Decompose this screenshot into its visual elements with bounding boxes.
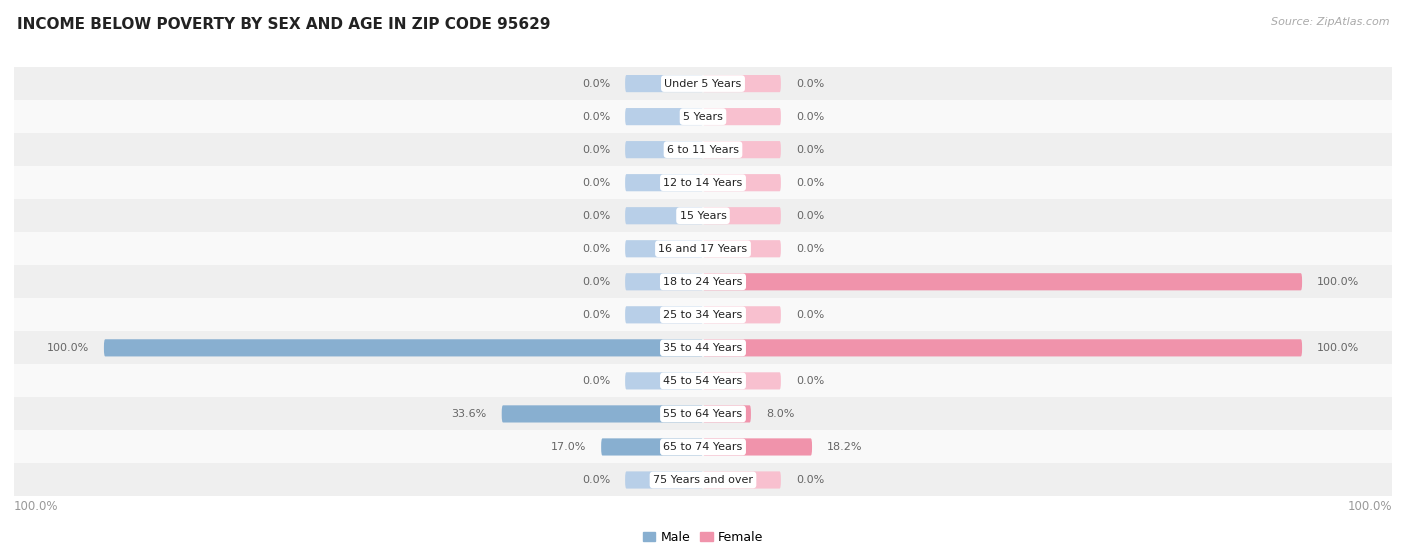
FancyBboxPatch shape (626, 108, 703, 125)
Bar (14, 397, 1392, 430)
Text: 0.0%: 0.0% (582, 376, 610, 386)
Text: INCOME BELOW POVERTY BY SEX AND AGE IN ZIP CODE 95629: INCOME BELOW POVERTY BY SEX AND AGE IN Z… (17, 17, 550, 32)
Bar (14, 100, 1392, 133)
Bar (14, 430, 1392, 463)
Text: 6 to 11 Years: 6 to 11 Years (666, 145, 740, 155)
FancyBboxPatch shape (703, 438, 813, 456)
Legend: Male, Female: Male, Female (638, 526, 768, 549)
FancyBboxPatch shape (703, 471, 780, 489)
Text: 16 and 17 Years: 16 and 17 Years (658, 244, 748, 254)
Bar (14, 331, 1392, 364)
FancyBboxPatch shape (626, 240, 703, 257)
FancyBboxPatch shape (626, 75, 703, 92)
Text: 100.0%: 100.0% (1347, 500, 1392, 514)
Text: 0.0%: 0.0% (582, 244, 610, 254)
Bar (14, 463, 1392, 496)
Text: 17.0%: 17.0% (551, 442, 586, 452)
Text: 0.0%: 0.0% (582, 178, 610, 188)
Text: 0.0%: 0.0% (582, 112, 610, 122)
Text: 55 to 64 Years: 55 to 64 Years (664, 409, 742, 419)
Text: 0.0%: 0.0% (582, 475, 610, 485)
FancyBboxPatch shape (703, 405, 751, 423)
FancyBboxPatch shape (703, 108, 780, 125)
FancyBboxPatch shape (626, 207, 703, 224)
FancyBboxPatch shape (703, 207, 780, 224)
Text: 0.0%: 0.0% (582, 310, 610, 320)
Bar (14, 232, 1392, 266)
Text: 18 to 24 Years: 18 to 24 Years (664, 277, 742, 287)
FancyBboxPatch shape (626, 471, 703, 489)
Text: 12 to 14 Years: 12 to 14 Years (664, 178, 742, 188)
Text: 8.0%: 8.0% (766, 409, 794, 419)
Text: 100.0%: 100.0% (14, 500, 59, 514)
Text: 0.0%: 0.0% (796, 112, 824, 122)
Text: 18.2%: 18.2% (827, 442, 862, 452)
Text: 0.0%: 0.0% (796, 310, 824, 320)
Bar (14, 266, 1392, 299)
Text: 0.0%: 0.0% (582, 211, 610, 221)
FancyBboxPatch shape (703, 75, 780, 92)
FancyBboxPatch shape (626, 306, 703, 324)
Text: 75 Years and over: 75 Years and over (652, 475, 754, 485)
Text: 0.0%: 0.0% (796, 145, 824, 155)
Text: 33.6%: 33.6% (451, 409, 486, 419)
FancyBboxPatch shape (626, 273, 703, 290)
Text: Source: ZipAtlas.com: Source: ZipAtlas.com (1271, 17, 1389, 27)
Bar (14, 166, 1392, 199)
Text: 15 Years: 15 Years (679, 211, 727, 221)
Bar (14, 67, 1392, 100)
FancyBboxPatch shape (602, 438, 703, 456)
Text: 0.0%: 0.0% (796, 79, 824, 88)
Text: 0.0%: 0.0% (796, 211, 824, 221)
Text: 65 to 74 Years: 65 to 74 Years (664, 442, 742, 452)
FancyBboxPatch shape (703, 306, 780, 324)
FancyBboxPatch shape (104, 339, 703, 357)
Text: 0.0%: 0.0% (582, 79, 610, 88)
Text: 100.0%: 100.0% (1317, 343, 1360, 353)
FancyBboxPatch shape (703, 339, 1302, 357)
Text: Under 5 Years: Under 5 Years (665, 79, 741, 88)
Text: 100.0%: 100.0% (1317, 277, 1360, 287)
Text: 0.0%: 0.0% (582, 277, 610, 287)
FancyBboxPatch shape (626, 372, 703, 390)
Text: 0.0%: 0.0% (796, 244, 824, 254)
Text: 5 Years: 5 Years (683, 112, 723, 122)
FancyBboxPatch shape (703, 273, 1302, 290)
Bar (14, 364, 1392, 397)
FancyBboxPatch shape (502, 405, 703, 423)
Text: 35 to 44 Years: 35 to 44 Years (664, 343, 742, 353)
Bar (14, 299, 1392, 331)
FancyBboxPatch shape (703, 141, 780, 158)
Text: 0.0%: 0.0% (796, 475, 824, 485)
Text: 0.0%: 0.0% (582, 145, 610, 155)
Text: 0.0%: 0.0% (796, 178, 824, 188)
FancyBboxPatch shape (626, 141, 703, 158)
Text: 100.0%: 100.0% (46, 343, 89, 353)
Text: 25 to 34 Years: 25 to 34 Years (664, 310, 742, 320)
FancyBboxPatch shape (626, 174, 703, 191)
Text: 45 to 54 Years: 45 to 54 Years (664, 376, 742, 386)
FancyBboxPatch shape (703, 240, 780, 257)
Bar (14, 199, 1392, 232)
Text: 0.0%: 0.0% (796, 376, 824, 386)
FancyBboxPatch shape (703, 372, 780, 390)
FancyBboxPatch shape (703, 174, 780, 191)
Bar (14, 133, 1392, 166)
